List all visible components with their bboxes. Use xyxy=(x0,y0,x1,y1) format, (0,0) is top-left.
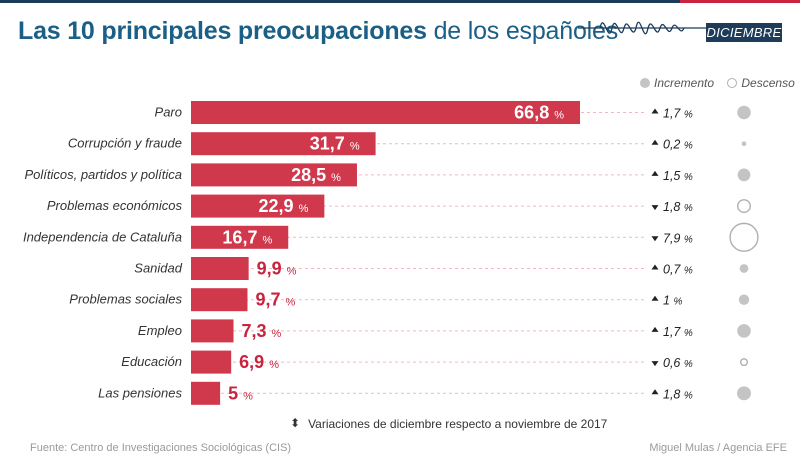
decrease-dot xyxy=(729,222,759,252)
bar xyxy=(191,163,357,187)
decrease-dot-icon xyxy=(727,78,738,88)
variation-unit: % xyxy=(684,234,693,245)
variation-label: 0,6 % xyxy=(663,356,693,370)
category-label: Paro xyxy=(155,105,182,120)
page-title: Las 10 principales preocupaciones de los… xyxy=(18,17,618,46)
bar xyxy=(191,288,248,312)
variation-label: 7,9 % xyxy=(663,231,693,245)
source-note: Fuente: Centro de Investigaciones Sociol… xyxy=(30,442,292,454)
variation-unit: % xyxy=(684,172,693,183)
category-label: Problemas sociales xyxy=(69,292,182,307)
bar xyxy=(191,132,376,156)
increase-dot-icon xyxy=(640,78,650,88)
value-unit: % xyxy=(299,203,309,215)
variation-unit: % xyxy=(684,141,693,152)
arrow-up-icon xyxy=(651,139,659,145)
decrease-dot xyxy=(739,358,749,367)
category-label: Corrupción y fraude xyxy=(68,136,182,151)
variation-label: 1,7 % xyxy=(663,325,693,339)
arrow-up-icon xyxy=(651,170,659,176)
category-label: Independencia de Cataluña xyxy=(23,229,182,244)
variation-label: 1,7 % xyxy=(663,107,693,121)
category-label: Problemas económicos xyxy=(47,198,183,213)
arrow-up-icon xyxy=(651,295,659,301)
value-unit: % xyxy=(287,266,297,278)
top-rule-accent xyxy=(680,0,800,3)
increase-dot xyxy=(737,324,751,338)
bar xyxy=(191,319,234,343)
value-unit: % xyxy=(243,390,253,402)
increase-dot xyxy=(741,141,747,147)
month-badge: DICIEMBRE xyxy=(706,23,782,42)
bar xyxy=(191,350,232,374)
arrow-up-icon xyxy=(651,389,659,395)
value-unit: % xyxy=(262,234,272,246)
category-label: Políticos, partidos y política xyxy=(24,167,182,182)
decrease-dot xyxy=(737,199,751,214)
chart-legend: Incremento Descenso xyxy=(640,76,795,90)
category-label: Las pensiones xyxy=(98,385,182,400)
variation-unit: % xyxy=(684,390,693,401)
arrow-up-icon xyxy=(651,108,659,114)
value-unit: % xyxy=(269,359,279,371)
bar xyxy=(191,381,221,405)
arrow-down-icon xyxy=(651,361,659,367)
footnote-text: Variaciones de diciembre respecto a novi… xyxy=(308,417,608,431)
bar xyxy=(191,257,249,280)
title-bold: Las 10 principales preocupaciones xyxy=(18,17,427,45)
bar xyxy=(191,101,580,124)
up-down-arrows-icon: ⬍ xyxy=(290,416,301,430)
increase-dot xyxy=(738,294,750,305)
variation-label: 0,2 % xyxy=(663,138,693,152)
increase-dot xyxy=(737,386,751,401)
variation-label: 1,5 % xyxy=(663,169,693,183)
increase-dot xyxy=(737,168,751,182)
increase-dot xyxy=(737,105,751,120)
variation-unit: % xyxy=(684,266,693,277)
value-label: 9,7% xyxy=(255,290,295,310)
value-unit: % xyxy=(272,328,282,340)
value-unit: % xyxy=(331,172,341,184)
credit-note: Miguel Mulas / Agencia EFE xyxy=(649,442,787,454)
category-label: Educación xyxy=(121,354,182,369)
arrow-up-icon xyxy=(651,264,659,270)
variation-label: 1,8 % xyxy=(663,387,693,401)
value-unit: % xyxy=(554,110,564,122)
variation-label: 0,7 % xyxy=(663,263,693,277)
variation-unit: % xyxy=(684,110,693,121)
variation-unit: % xyxy=(673,297,682,308)
value-unit: % xyxy=(286,297,296,309)
arrow-down-icon xyxy=(651,205,659,211)
category-label: Sanidad xyxy=(134,261,182,276)
top-rule xyxy=(0,0,800,3)
variation-unit: % xyxy=(684,359,693,370)
legend-decrease: Descenso xyxy=(741,76,795,90)
variation-label: 1,8 % xyxy=(663,200,693,214)
variation-unit: % xyxy=(684,328,693,339)
arrow-down-icon xyxy=(651,236,659,242)
arrow-up-icon xyxy=(651,326,659,332)
variation-label: 1 % xyxy=(663,294,682,308)
variation-footnote: ⬍ Variaciones de diciembre respecto a nov… xyxy=(290,416,607,431)
variation-unit: % xyxy=(684,203,693,214)
pulse-wave-icon xyxy=(578,21,708,35)
title-rest: de los españoles xyxy=(433,17,619,45)
value-unit: % xyxy=(350,141,360,153)
category-label: Empleo xyxy=(138,323,182,338)
value-label: 7,3% xyxy=(242,321,282,341)
value-label: 6,9% xyxy=(239,352,279,372)
legend-increase: Incremento xyxy=(654,76,715,90)
bar xyxy=(191,194,325,218)
bar xyxy=(191,225,289,249)
increase-dot xyxy=(739,264,749,273)
value-label: 9,9% xyxy=(257,259,297,279)
